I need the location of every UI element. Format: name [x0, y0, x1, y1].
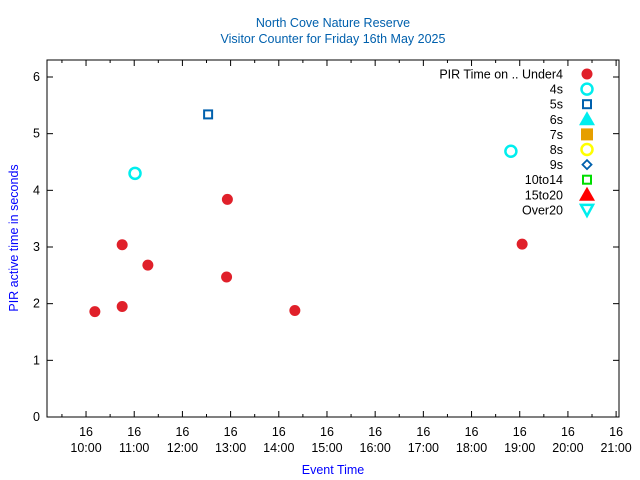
chart-subtitle: Visitor Counter for Friday 16th May 2025: [221, 32, 446, 46]
legend-marker-under4: [581, 68, 593, 80]
data-point-under4: [221, 193, 233, 205]
legend-marker-5s: [582, 99, 592, 110]
legend-label: PIR Time on .. Under4: [439, 68, 563, 82]
x-tick-label-time: 13:00: [215, 441, 246, 455]
legend-label: 4s: [550, 83, 563, 97]
legend-label: 10to14: [525, 173, 563, 187]
x-tick-label-day: 16: [127, 425, 141, 439]
x-tick-label-time: 14:00: [263, 441, 294, 455]
x-tick-label-time: 16:00: [360, 441, 391, 455]
legend-label: 5s: [550, 98, 563, 112]
legend-marker-10to14: [582, 174, 592, 185]
legend-label: 8s: [550, 143, 563, 157]
data-point-under4: [516, 238, 528, 250]
legend-marker-9s: [581, 158, 593, 171]
data-point-under4: [89, 306, 101, 318]
x-tick-label-day: 16: [272, 425, 286, 439]
x-tick-label-time: 12:00: [167, 441, 198, 455]
legend-marker-over20: [578, 203, 596, 219]
legend-marker-8s: [580, 142, 594, 157]
data-point-under4: [116, 239, 128, 251]
x-tick-label-day: 16: [320, 425, 334, 439]
data-point-5s: [203, 109, 214, 120]
y-tick-label: 0: [33, 410, 40, 424]
legend-label: 7s: [550, 128, 563, 142]
x-tick-label-time: 10:00: [70, 441, 101, 455]
x-tick-label-day: 16: [368, 425, 382, 439]
x-tick-label-day: 16: [416, 425, 430, 439]
x-tick-label-day: 16: [175, 425, 189, 439]
data-point-under4: [221, 271, 233, 283]
x-tick-label-day: 16: [561, 425, 575, 439]
x-tick-label-day: 16: [609, 425, 623, 439]
legend-label: 15to20: [525, 188, 563, 202]
x-tick-label-time: 15:00: [311, 441, 342, 455]
x-tick-label-day: 16: [465, 425, 479, 439]
y-axis-label: PIR active time in seconds: [7, 164, 21, 311]
legend-marker-15to20: [579, 186, 595, 201]
data-point-under4: [116, 301, 128, 312]
y-tick-label: 6: [33, 70, 40, 84]
x-axis-label: Event Time: [302, 463, 365, 477]
data-point-4s: [128, 166, 142, 181]
x-tick-label-time: 11:00: [119, 441, 149, 455]
legend-marker-4s: [580, 82, 594, 96]
plot-frame: [46, 59, 620, 418]
chart-title: North Cove Nature Reserve: [256, 16, 410, 30]
x-tick-label-day: 16: [513, 425, 527, 439]
data-point-4s: [504, 144, 518, 158]
x-tick-label-time: 17:00: [408, 441, 439, 455]
y-tick-label: 1: [33, 353, 40, 367]
y-tick-label: 5: [33, 127, 40, 141]
x-tick-label-day: 16: [79, 425, 93, 439]
data-point-under4: [142, 259, 154, 271]
x-tick-label-time: 21:00: [600, 441, 631, 455]
legend-label: 6s: [550, 113, 563, 127]
x-tick-label-time: 19:00: [504, 441, 535, 455]
legend-label: 9s: [550, 158, 563, 172]
y-tick-label: 4: [33, 183, 40, 197]
data-point-under4: [289, 304, 301, 316]
x-tick-label-day: 16: [224, 425, 238, 439]
legend-marker-7s: [581, 128, 593, 141]
legend-label: Over20: [522, 203, 563, 217]
legend-marker-6s: [579, 111, 595, 126]
y-tick-label: 2: [33, 297, 40, 311]
x-tick-label-time: 20:00: [552, 441, 583, 455]
x-tick-label-time: 18:00: [456, 441, 487, 455]
y-tick-label: 3: [33, 240, 40, 254]
